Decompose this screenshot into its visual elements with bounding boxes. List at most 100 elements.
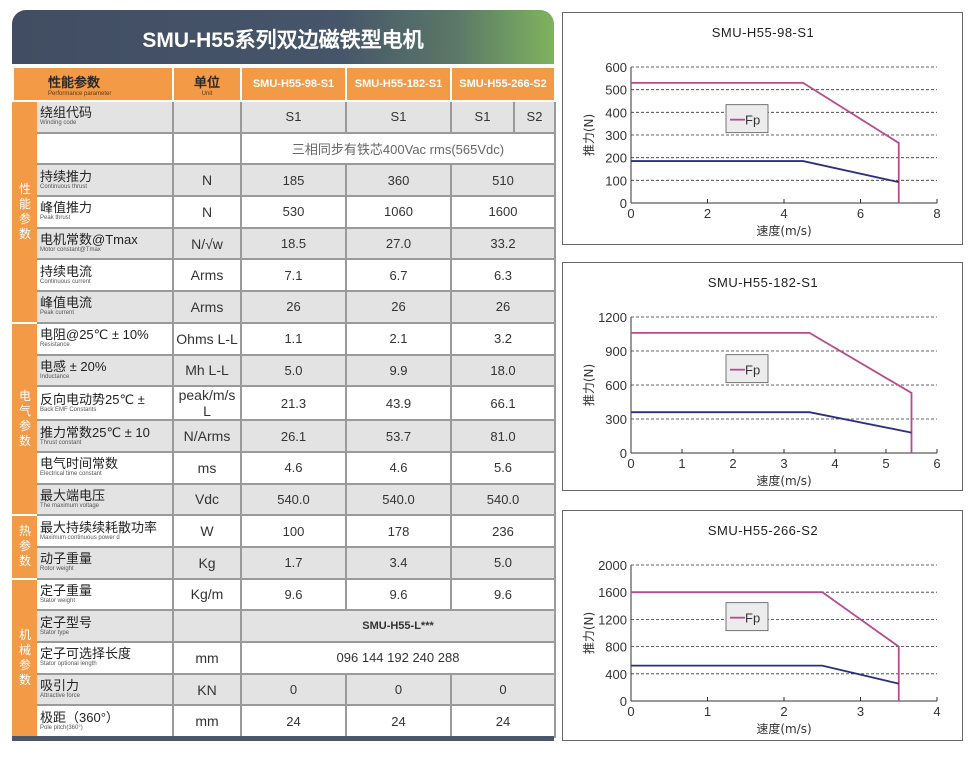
param-en: Motor constant@Tmax	[40, 247, 101, 254]
param-en: Rotor weight	[40, 566, 74, 573]
table-row: 电气参数 电阻@25℃ ± 10% Resistance Ohms L-L 1.1 2.1…	[12, 321, 557, 517]
value-cell: 27.0	[345, 226, 452, 261]
y-tick-label: 400	[605, 667, 627, 682]
x-tick-label: 0	[627, 206, 634, 221]
y-tick-label: 500	[605, 83, 627, 98]
x-tick-label: 4	[933, 704, 940, 719]
merged-value-cell: 096 144 192 240 288	[239, 641, 557, 675]
param-cn: 定子型号	[40, 614, 93, 630]
value-cell: 26	[345, 290, 452, 324]
value-cell: 1.1	[240, 321, 347, 356]
unit-cell: N	[172, 195, 242, 229]
header-param-cn: 性能参数	[48, 74, 101, 90]
param-cell: 最大持续续耗散功率 Maximum continuous power d	[35, 514, 174, 548]
unit-cell: Kg	[172, 545, 242, 580]
value-cell: S1	[240, 100, 347, 134]
y-tick-label: 200	[605, 151, 627, 166]
param-cell: 推力常数25℃ ± 10 Thrust constant	[35, 419, 174, 453]
value-cell: 24	[345, 704, 452, 739]
y-axis-label: 推力(N)	[582, 612, 596, 654]
value-cell: 185	[240, 163, 347, 198]
param-cell: 电机常数@Tmax Motor constant@Tmax	[35, 226, 174, 261]
value-cell: 236	[449, 514, 557, 548]
chart-title: SMU-H55-98-S1	[712, 25, 815, 40]
group-label: 性能参数	[12, 100, 37, 324]
y-axis-label: 推力(N)	[582, 114, 596, 156]
y-tick-label: 300	[605, 412, 627, 427]
value-cell: 0	[240, 672, 347, 707]
unit-cell: N/√w	[172, 226, 242, 261]
x-tick-label: 4	[831, 456, 838, 471]
y-tick-label: 0	[620, 196, 627, 211]
param-cn: 最大持续续耗散功率	[40, 519, 158, 535]
value-cell: 1600	[449, 195, 557, 229]
x-tick-label: 8	[933, 206, 940, 221]
x-tick-label: 2	[729, 456, 736, 471]
x-tick-label: 3	[780, 456, 787, 471]
y-tick-label: 2000	[598, 558, 627, 573]
table-row: 持续推力 Continuous thrust N 185 360 510	[13, 163, 557, 198]
y-tick-label: 800	[605, 640, 627, 655]
table-row: 峰值电流 Peak current Arms 26 26 26	[13, 290, 557, 324]
table-row: 峰值推力 Peak thrust N 530 1060 1600	[13, 195, 557, 229]
series-line-continuous	[631, 664, 899, 685]
x-axis-label: 速度(m/s)	[756, 473, 811, 488]
value-cell: 360	[345, 163, 452, 198]
value-cell: 18.0	[449, 353, 557, 388]
unit-cell: Vdc	[172, 482, 242, 517]
param-en: Peak current	[40, 310, 75, 317]
param-cn: 最大端电压	[40, 487, 106, 503]
param-en: Attractive force	[40, 693, 81, 700]
header-unit-cn: 单位	[193, 74, 220, 90]
param-cell: 反向电动势25℃ ± Back EMF Constants	[35, 385, 174, 422]
value-cell: 6.3	[449, 258, 557, 293]
param-en: Maximum continuous power d	[40, 534, 120, 541]
x-tick-label: 0	[627, 456, 634, 471]
series-line-fp	[631, 81, 900, 203]
x-tick-label: 6	[933, 456, 940, 471]
x-tick-label: 1	[704, 704, 711, 719]
unit-cell: Kg/m	[172, 577, 242, 612]
param-cn: 持续电流	[40, 263, 93, 279]
x-tick-label: 1	[678, 456, 685, 471]
param-cell: 定子重量 Stator weight	[35, 577, 174, 612]
unit-cell: Mh L-L	[172, 353, 242, 388]
value-cell: 4.6	[345, 450, 452, 485]
value-cell: 53.7	[345, 419, 452, 453]
value-cell: 1.7	[240, 545, 347, 580]
param-cell: 持续电流 Continuous current	[35, 258, 174, 293]
table-row: 动子重量 Rotor weight Kg 1.7 3.4 5.0	[13, 545, 557, 580]
param-en: Continuous current	[40, 278, 91, 285]
x-tick-label: 6	[857, 206, 864, 221]
table-header-row: 性能参数 Performance parameter 单位 Unit SMU-H…	[12, 66, 557, 102]
value-cell: 5.0	[449, 545, 557, 580]
table-row: 推力常数25℃ ± 10 Thrust constant N/Arms 26.1 53.…	[13, 419, 557, 453]
table-row: 极距（360°） Pole pitch(360°) mm 24 24 24	[13, 704, 557, 739]
group-label: 电气参数	[12, 321, 37, 517]
param-en: Peak thrust	[40, 215, 71, 222]
param-en: Winding code	[40, 120, 77, 127]
unit-cell	[172, 100, 242, 134]
value-cell: 3.2	[449, 321, 557, 356]
group-label: 机械参数	[12, 577, 37, 739]
param-en: Thrust constant	[40, 439, 82, 446]
value-cell: 5.0	[240, 353, 347, 388]
param-cn: 动子重量	[40, 551, 93, 567]
value-cell: 540.0	[449, 482, 557, 517]
chart-smu-h55-182-s1: SMU-H55-182-S1 0 300 600 900 1200 0 1 2 3 4 5 6 速度(m/…	[562, 262, 963, 491]
x-axis-label: 速度(m/s)	[756, 721, 811, 736]
value-cell: 1060	[345, 195, 452, 229]
table-row: 定子可选择长度 Stator optional length mm 096 144 1…	[13, 641, 557, 675]
param-cell: 电感 ± 20% Inductance	[35, 353, 174, 388]
legend-box	[725, 104, 769, 134]
param-cell: 峰值推力 Peak thrust	[35, 195, 174, 229]
merged-value-cell: SMU-H55-L***	[239, 609, 557, 643]
param-en: Stator optional length	[40, 661, 97, 668]
value-cell: 43.9	[345, 385, 452, 422]
table-row: 电机常数@Tmax Motor constant@Tmax N/√w 18.5 27.0…	[13, 226, 557, 261]
param-cn: 极距（360°）	[40, 709, 119, 725]
chart-title: SMU-H55-182-S1	[708, 275, 818, 290]
param-cell: 电阻@25℃ ± 10% Resistance	[35, 321, 174, 356]
unit-cell: Arms	[172, 258, 242, 293]
value-cell: 3.4	[345, 545, 452, 580]
